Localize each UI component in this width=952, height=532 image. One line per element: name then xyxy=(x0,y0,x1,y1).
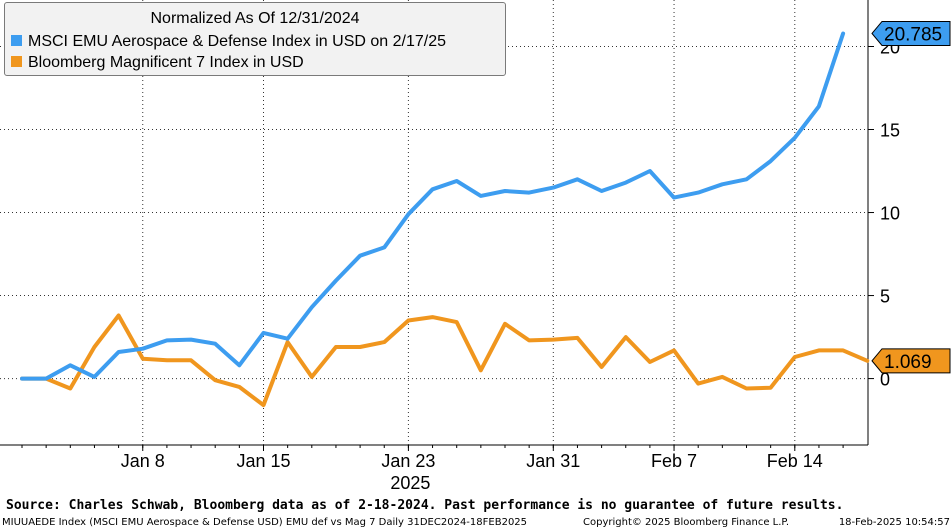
last-value-tag-mag7-box xyxy=(871,348,951,374)
x-tick-label: Jan 8 xyxy=(121,451,165,471)
series-line-aerospace xyxy=(20,31,846,381)
series-line-mag7 xyxy=(20,313,870,408)
source-note: Source: Charles Schwab, Bloomberg data a… xyxy=(6,498,844,513)
footer-copyright: Copyright© 2025 Bloomberg Finance L.P. xyxy=(583,517,790,528)
last-value-tag-aerospace-box xyxy=(871,20,951,46)
legend-swatch-aerospace xyxy=(11,35,22,46)
x-tick-label: Feb 7 xyxy=(651,451,697,471)
chart-area: 0 5 10 15 20 Jan 8 Jan 15 Jan 23 Jan 31 Feb 7 Feb … xyxy=(0,0,951,493)
legend-item-aerospace: MSCI EMU Aerospace & Defense Index in US… xyxy=(11,33,446,51)
chart-legend: Normalized As Of 12/31/2024 MSCI EMU Aer… xyxy=(4,2,506,76)
last-value-tag-aerospace-label: 20.785 xyxy=(884,24,942,45)
legend-label-aerospace: MSCI EMU Aerospace & Defense Index in US… xyxy=(28,33,446,50)
legend-item-mag7: Bloomberg Magnificent 7 Index in USD xyxy=(11,54,304,72)
x-year-label: 2025 xyxy=(390,473,430,493)
footer-timestamp: 18-Feb-2025 10:54:57 xyxy=(838,517,950,528)
y-tick-label: 10 xyxy=(880,204,900,224)
legend-label-mag7: Bloomberg Magnificent 7 Index in USD xyxy=(28,54,304,71)
x-tick-label: Jan 31 xyxy=(526,451,580,471)
legend-swatch-mag7 xyxy=(11,56,22,67)
x-tick-label: Jan 15 xyxy=(236,451,290,471)
legend-title: Normalized As Of 12/31/2024 xyxy=(150,10,360,27)
footer-index-info: MIUUAEDE Index (MSCI EMU Aerospace & Def… xyxy=(2,517,528,528)
x-tick-label: Jan 23 xyxy=(381,451,435,471)
last-value-tag-mag7-label: 1.069 xyxy=(884,352,932,373)
y-tick-label: 5 xyxy=(880,287,890,307)
y-tick-label: 15 xyxy=(880,121,900,141)
y-tick-label: 0 xyxy=(880,370,890,390)
x-tick-label: Feb 14 xyxy=(767,451,823,471)
